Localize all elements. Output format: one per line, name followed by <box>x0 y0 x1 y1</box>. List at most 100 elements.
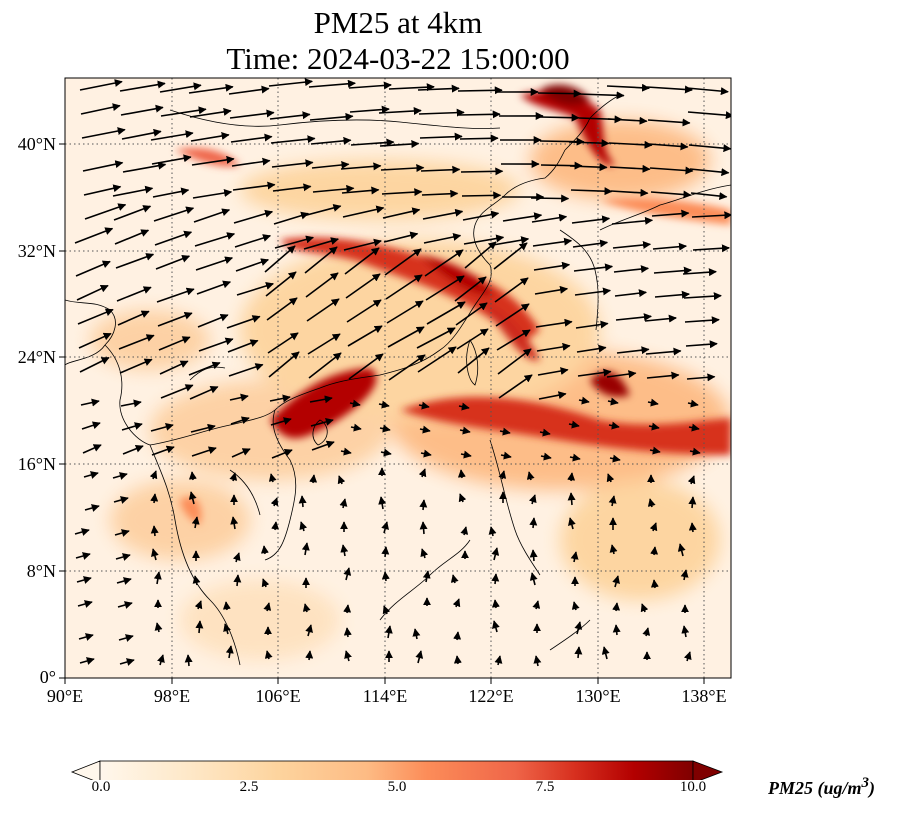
wind-arrow <box>499 427 511 436</box>
wind-arrow <box>270 497 279 507</box>
wind-arrow <box>687 111 731 120</box>
wind-arrow <box>647 398 659 407</box>
wind-arrow <box>159 360 189 375</box>
wind-arrow <box>381 571 390 582</box>
wind-arrow <box>419 521 428 535</box>
wind-arrow <box>457 86 503 95</box>
wind-arrow <box>415 650 424 664</box>
wind-arrow <box>379 140 420 149</box>
colorbar-min-extend <box>70 760 101 780</box>
colorbar-tick-label: 10.0 <box>679 779 707 795</box>
wind-arrow <box>526 471 535 481</box>
wind-arrow <box>156 287 195 303</box>
wind-arrow <box>114 229 150 245</box>
wind-arrow <box>153 206 195 222</box>
wind-arrow <box>122 161 167 173</box>
lat-tick-label: 32°N <box>17 241 56 261</box>
wind-arrow <box>232 181 276 191</box>
wind-arrow <box>381 188 423 197</box>
lat-tick-label: 24°N <box>17 347 56 367</box>
wind-arrow <box>571 215 611 224</box>
wind-arrow <box>271 448 293 459</box>
wind-arrow <box>302 603 311 613</box>
wind-arrow <box>271 159 314 168</box>
wind-arrow <box>260 545 269 555</box>
wind-arrow <box>116 286 152 302</box>
wind-arrow <box>532 600 541 610</box>
wind-arrow <box>692 244 730 253</box>
wind-arrow <box>192 189 233 199</box>
wind-arrow <box>417 84 460 93</box>
wind-arrow <box>196 280 232 295</box>
wind-arrow <box>78 332 112 349</box>
wind-arrow <box>308 352 342 379</box>
wind-arrow <box>378 400 390 409</box>
wind-arrow <box>116 577 132 585</box>
wind-arrow <box>231 448 251 458</box>
wind-arrow <box>690 192 728 201</box>
wind-arrow <box>234 234 272 248</box>
wind-arrow <box>615 313 652 322</box>
wind-arrow <box>576 344 607 353</box>
wind-arrow <box>191 446 217 457</box>
wind-arrow <box>271 521 280 531</box>
wind-arrow <box>115 253 155 269</box>
wind-arrow <box>412 628 421 640</box>
wind-arrow <box>305 624 313 637</box>
wind-arrow <box>157 654 165 666</box>
wind-arrow <box>422 570 431 583</box>
wind-arrow <box>688 522 697 533</box>
wind-arrow <box>494 655 503 666</box>
wind-arrow <box>149 470 158 480</box>
wind-arrow <box>652 242 687 251</box>
lon-tick-label: 130°E <box>575 686 621 706</box>
wind-arrow <box>491 573 500 585</box>
wind-arrow <box>75 552 91 560</box>
wind-arrow <box>648 422 660 431</box>
wind-arrow <box>274 235 315 249</box>
wind-arrow <box>190 132 230 142</box>
wind-arrow <box>569 453 581 462</box>
wind-arrow <box>150 423 174 432</box>
wind-arrow <box>647 118 691 127</box>
wind-arrow <box>567 492 576 506</box>
wind-arrow <box>228 85 270 95</box>
wind-arrow <box>613 265 649 274</box>
wind-arrow <box>538 391 567 400</box>
wind-arrow <box>650 190 692 199</box>
wind-arrow <box>654 290 690 299</box>
wind-arrow <box>688 423 700 432</box>
wind-arrow <box>312 184 355 193</box>
wind-arrow <box>266 297 298 321</box>
wind-arrow <box>491 599 500 609</box>
wind-arrow <box>150 130 194 141</box>
wind-arrow <box>458 493 467 503</box>
wind-arrow <box>497 348 532 375</box>
wind-arrow <box>348 81 392 90</box>
wind-arrow <box>460 526 469 536</box>
wind-arrow <box>152 187 190 198</box>
wind-arrow <box>646 371 680 380</box>
wind-arrow <box>685 340 718 349</box>
wind-arrow <box>388 354 426 381</box>
wind-arrow <box>502 212 543 222</box>
wind-arrow <box>608 140 653 149</box>
wind-arrow <box>344 247 380 275</box>
wind-arrow <box>154 230 193 246</box>
wind-arrow <box>121 422 143 431</box>
wind-arrow <box>536 342 571 352</box>
wind-arrow <box>81 421 101 430</box>
wind-arrow <box>460 450 472 459</box>
wind-arrow <box>608 495 617 507</box>
wind-arrow <box>640 603 649 613</box>
wind-arrow <box>267 332 299 354</box>
lat-tick-label: 0° <box>39 667 56 687</box>
wind-arrow <box>452 598 461 608</box>
wind-arrow <box>235 258 269 272</box>
wind-arrow <box>345 273 381 299</box>
wind-arrow <box>79 657 95 665</box>
wind-arrow <box>309 112 354 121</box>
wind-arrow <box>457 347 490 374</box>
wind-arrow <box>236 282 274 296</box>
wind-arrow <box>570 187 613 196</box>
